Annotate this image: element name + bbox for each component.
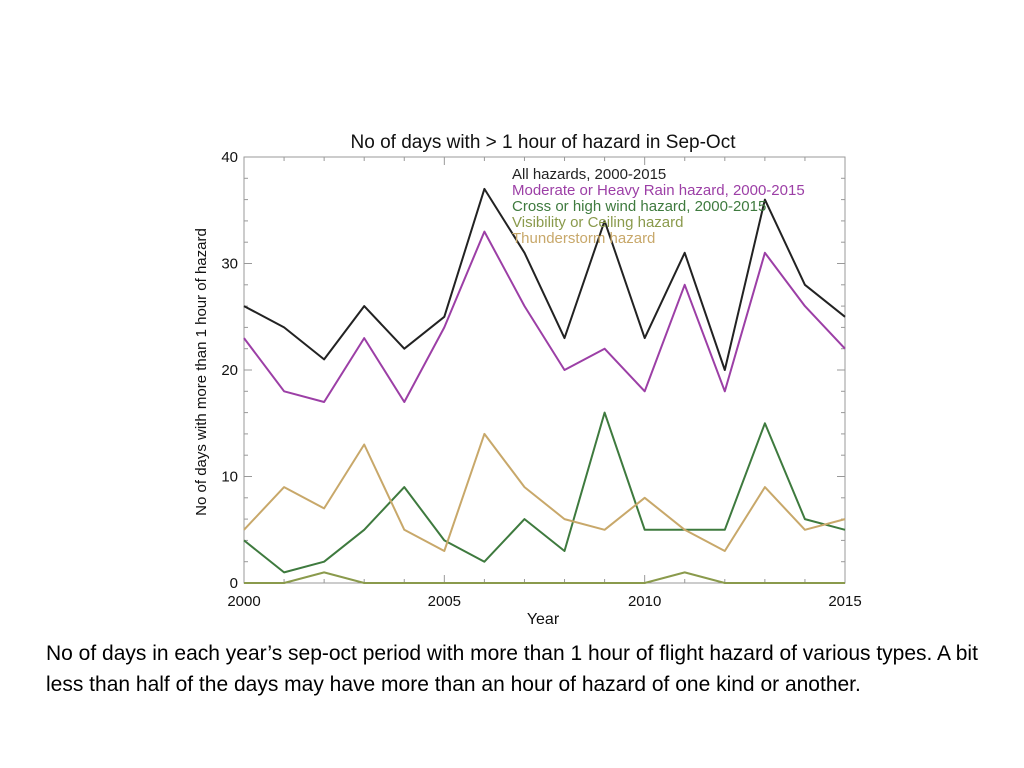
legend-entry: Cross or high wind hazard, 2000-2015	[512, 198, 766, 215]
x-tick-label: 2000	[227, 593, 260, 610]
y-tick-label: 40	[221, 149, 238, 166]
axis-ticks	[243, 156, 846, 584]
series-line-0	[243, 187, 846, 371]
series-lines	[243, 187, 846, 584]
legend-entry: Thunderstorm hazard	[512, 230, 655, 247]
figure-caption: No of days in each year’s sep-oct period…	[46, 642, 978, 696]
x-tick-label: 2015	[828, 593, 861, 610]
x-axis-label: Year	[527, 611, 560, 628]
y-tick-label: 0	[230, 575, 238, 592]
y-tick-label: 30	[221, 256, 238, 273]
legend-entry: Moderate or Heavy Rain hazard, 2000-2015	[512, 182, 805, 199]
x-tick-label: 2005	[428, 593, 461, 610]
chart-title: No of days with > 1 hour of hazard in Se…	[351, 132, 737, 153]
line-chart: No of days with > 1 hour of hazard in Se…	[193, 132, 862, 628]
series-line-1	[243, 230, 846, 403]
y-axis-label: No of days with more than 1 hour of haza…	[193, 228, 210, 516]
axis-tick-labels: 0 10 20 30 40 2000 2005 2010 2015	[221, 149, 861, 610]
legend-entry: All hazards, 2000-2015	[512, 166, 666, 183]
y-tick-label: 20	[221, 362, 238, 379]
y-tick-label: 10	[221, 469, 238, 486]
series-line-3	[244, 571, 845, 584]
x-tick-label: 2010	[628, 593, 661, 610]
series-line-2	[243, 411, 846, 574]
series-line-4	[243, 432, 846, 552]
legend-entry: Visibility or Ceiling hazard	[512, 214, 683, 231]
